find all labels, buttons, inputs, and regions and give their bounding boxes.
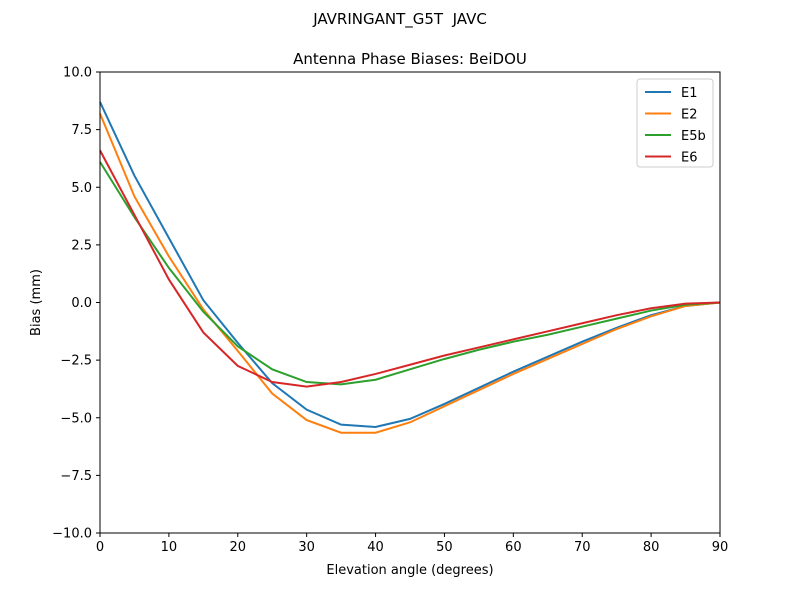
x-axis-label: Elevation angle (degrees) [326, 563, 493, 578]
x-tick-label: 40 [367, 540, 384, 555]
legend-box [636, 78, 714, 168]
y-tick-label: 0.0 [71, 296, 92, 311]
chart-title: Antenna Phase Biases: BeiDOU [293, 50, 527, 68]
y-tick-label: 10.0 [63, 66, 92, 81]
legend-label: E1 [681, 86, 698, 101]
x-tick-label: 30 [298, 540, 315, 555]
x-tick-label: 20 [230, 540, 247, 555]
y-axis-label: Bias (mm) [29, 269, 44, 336]
y-tick-label: −10.0 [52, 527, 92, 542]
series-line-e1 [99, 101, 721, 428]
x-tick-label: 0 [96, 540, 104, 555]
x-tick-label: 10 [161, 540, 178, 555]
plot-frame [99, 71, 721, 534]
series-line-e5b [99, 161, 721, 386]
x-tick-label: 50 [436, 540, 453, 555]
series-line-e6 [99, 149, 721, 388]
x-tick-label: 80 [643, 540, 660, 555]
x-tick-label: 70 [574, 540, 591, 555]
x-tick-label: 60 [505, 540, 522, 555]
y-tick-label: 7.5 [71, 123, 92, 138]
series-line-e2 [99, 113, 721, 434]
legend-label: E2 [681, 108, 698, 123]
x-tick-label: 90 [712, 540, 729, 555]
y-tick-label: 2.5 [71, 238, 92, 253]
chart-suptitle: JAVRINGANT_G5T JAVC [312, 10, 487, 29]
legend-label: E5b [681, 129, 706, 144]
legend-label: E6 [681, 151, 698, 166]
y-tick-label: 5.0 [71, 181, 92, 196]
y-tick-label: −2.5 [60, 354, 92, 369]
y-tick-label: −7.5 [60, 469, 92, 484]
legend: E1 E2 E5b E6 [636, 78, 714, 168]
y-tick-label: −5.0 [60, 411, 92, 426]
